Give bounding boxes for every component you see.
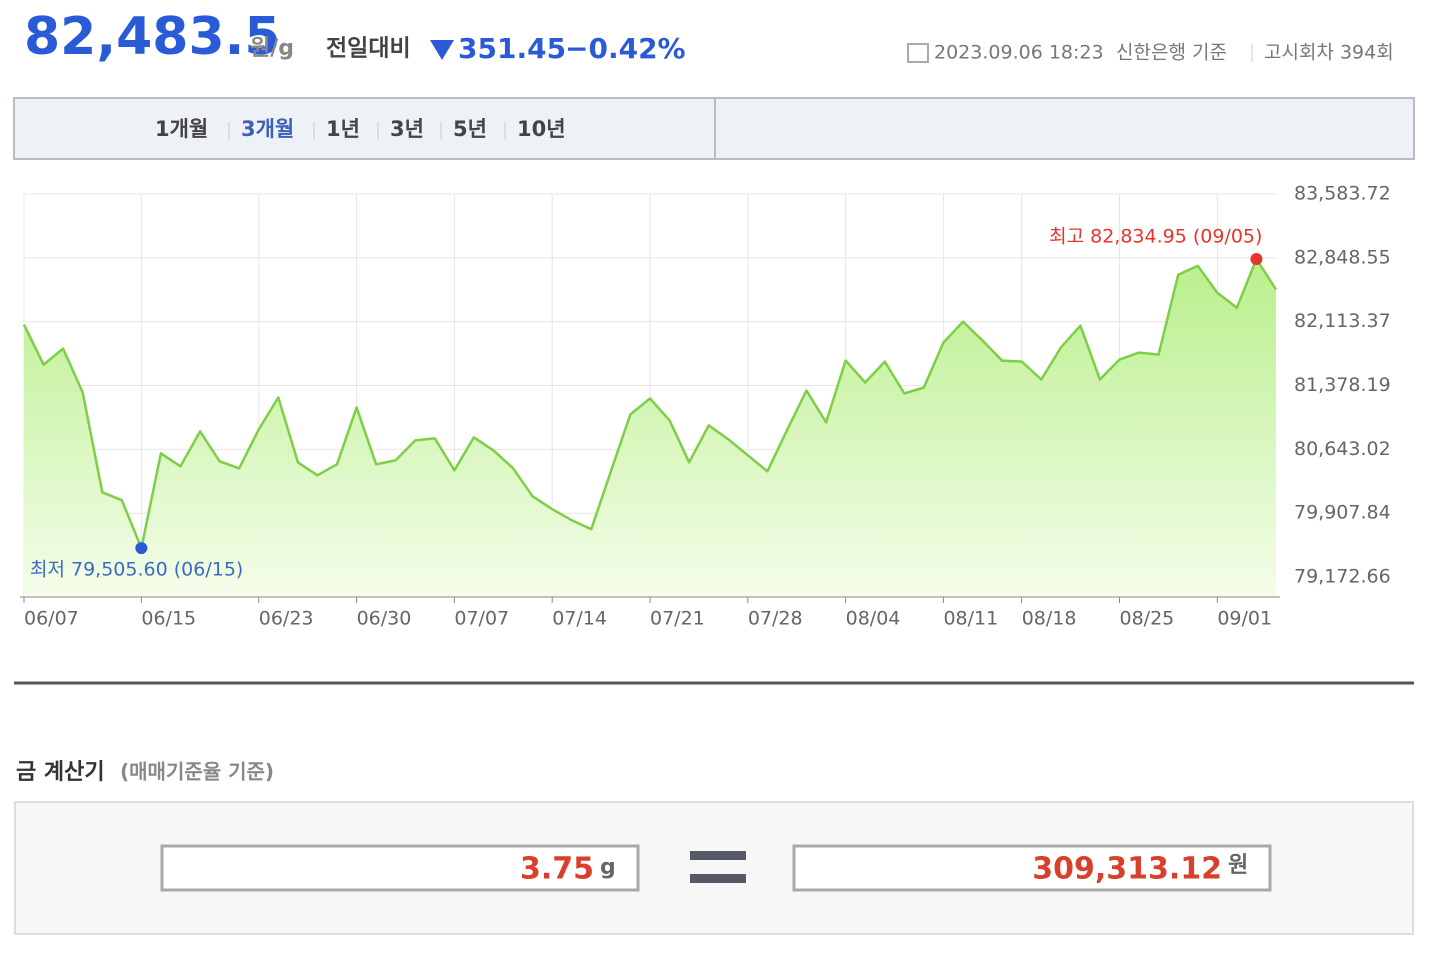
y-tick-label: 82,848.55 — [1294, 246, 1391, 268]
x-tick-label: 08/25 — [1120, 608, 1175, 630]
y-tick-label: 82,113.37 — [1294, 310, 1391, 332]
x-tick-label: 07/21 — [650, 608, 705, 630]
line — [22, 257, 1278, 550]
tab[interactable]: 3년 — [390, 117, 424, 141]
tabs: 1개월 3개월 1년 3년 5년 10년 — [155, 117, 566, 141]
x-tick-label: 08/18 — [1022, 608, 1077, 630]
result-value: 309,313.12 — [1032, 852, 1222, 887]
tab[interactable]: 1년 — [326, 117, 360, 141]
low-point — [135, 542, 148, 555]
x-tick-label: 07/07 — [454, 608, 509, 630]
change-label: 전일대비 — [326, 36, 411, 62]
result-box — [792, 844, 1272, 892]
y-tick-label: 79,907.84 — [1294, 502, 1391, 524]
tab[interactable]: 10년 — [517, 117, 566, 141]
x-tick-label: 06/15 — [141, 608, 196, 630]
area — [24, 259, 1276, 597]
price: 82,483.5 — [24, 7, 281, 67]
input-value: 3.75 — [520, 852, 594, 887]
x-tick-label: 08/04 — [846, 608, 901, 630]
input-unit: g — [600, 855, 616, 880]
calc-title: 금 계산기 — [16, 760, 105, 785]
source: 신한은행 기준 — [1116, 42, 1227, 64]
equal-bottom — [690, 874, 746, 883]
chart: 79,172.66 79,907.84 80,643.02 81,378.19 82,1… — [20, 183, 1391, 630]
y-tick-label: 80,643.02 — [1294, 438, 1391, 460]
result-unit: 원 — [1228, 853, 1248, 878]
price-unit: 원/g — [250, 36, 294, 61]
down-icon — [430, 40, 454, 60]
change: 351.45 — [458, 32, 566, 65]
low-label: 최저 79,505.60 (06/15) — [30, 559, 243, 581]
calc-subtitle: (매매기준율 기준) — [120, 760, 274, 784]
tab[interactable]: 3개월 — [241, 117, 294, 141]
x-tick-label: 09/01 — [1217, 608, 1272, 630]
change-percent: −0.42% — [565, 32, 686, 65]
calendar-icon — [907, 43, 929, 63]
x-tick-label: 08/11 — [943, 608, 998, 630]
x-tick-label: 07/28 — [748, 608, 803, 630]
y-tick-label: 79,172.66 — [1294, 566, 1391, 588]
high-point — [1250, 253, 1263, 266]
tab[interactable]: 5년 — [453, 117, 487, 141]
round: 고시회차 394회 — [1264, 42, 1394, 64]
datetime: 2023.09.06 18:23 — [934, 42, 1104, 64]
y-tick-label: 83,583.72 — [1294, 183, 1391, 205]
tab[interactable]: 1개월 — [155, 117, 208, 141]
x-tick-label: 06/30 — [357, 608, 412, 630]
high-label: 최고 82,834.95 (09/05) — [1049, 226, 1262, 248]
x-tick-label: 06/07 — [24, 608, 79, 630]
equal-top — [690, 851, 746, 860]
input-box[interactable] — [160, 844, 640, 892]
y-tick-label: 81,378.19 — [1294, 374, 1391, 396]
x-tick-label: 06/23 — [259, 608, 314, 630]
x-tick-label: 07/14 — [552, 608, 607, 630]
